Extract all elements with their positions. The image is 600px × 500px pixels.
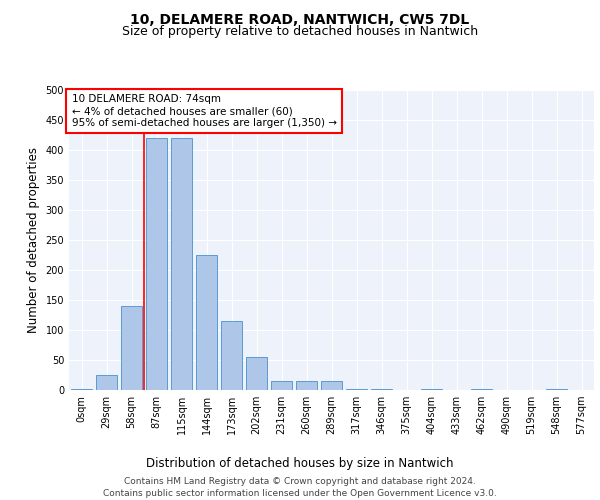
Bar — [346, 389, 367, 390]
Text: Size of property relative to detached houses in Nantwich: Size of property relative to detached ho… — [122, 25, 478, 38]
Bar — [296, 381, 317, 390]
Text: 10 DELAMERE ROAD: 74sqm
← 4% of detached houses are smaller (60)
95% of semi-det: 10 DELAMERE ROAD: 74sqm ← 4% of detached… — [71, 94, 337, 128]
Bar — [246, 357, 267, 390]
Y-axis label: Number of detached properties: Number of detached properties — [27, 147, 40, 333]
Bar — [121, 306, 142, 390]
Bar — [146, 138, 167, 390]
Text: 10, DELAMERE ROAD, NANTWICH, CW5 7DL: 10, DELAMERE ROAD, NANTWICH, CW5 7DL — [130, 12, 470, 26]
Bar — [271, 381, 292, 390]
Text: Contains HM Land Registry data © Crown copyright and database right 2024.: Contains HM Land Registry data © Crown c… — [124, 478, 476, 486]
Bar — [196, 255, 217, 390]
Bar — [221, 321, 242, 390]
Text: Distribution of detached houses by size in Nantwich: Distribution of detached houses by size … — [146, 458, 454, 470]
Bar — [321, 381, 342, 390]
Text: Contains public sector information licensed under the Open Government Licence v3: Contains public sector information licen… — [103, 489, 497, 498]
Bar — [96, 375, 117, 390]
Bar — [171, 138, 192, 390]
